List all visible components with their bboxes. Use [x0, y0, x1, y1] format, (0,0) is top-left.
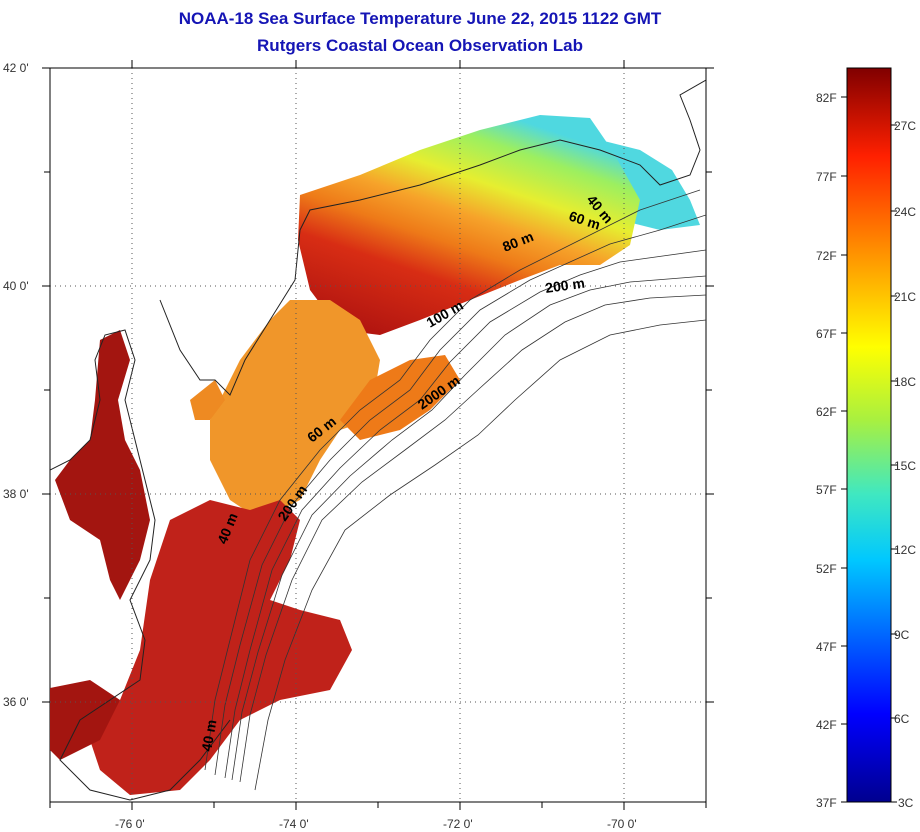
colorbar-f-label: 77F [816, 170, 837, 184]
contour-2000m [254, 319, 706, 791]
lat-label: 38 0' [3, 487, 29, 501]
lon-label: -72 0' [443, 817, 473, 831]
colorbar-f-label: 52F [816, 562, 837, 576]
coastline-north [159, 79, 706, 396]
colorbar-f-label: 57F [816, 483, 837, 497]
colorbar-ticks [841, 96, 897, 803]
pamlico-sound [50, 680, 120, 760]
contour-label: 40 m [198, 718, 219, 752]
colorbar-f-label: 47F [816, 640, 837, 654]
sst-imagery [50, 79, 706, 801]
coastline-south [50, 329, 231, 801]
map-title: NOAA-18 Sea Surface Temperature June 22,… [178, 9, 662, 28]
contour-80m [224, 249, 706, 779]
lat-label: 36 0' [3, 695, 29, 709]
colorbar [846, 67, 892, 803]
lat-label: 40 0' [3, 279, 29, 293]
axis-ticks [42, 60, 714, 810]
colorbar-c-label: 15C [894, 459, 916, 473]
contour-40m [204, 189, 701, 771]
contour-200m [239, 294, 706, 783]
colorbar-c-label: 27C [894, 119, 916, 133]
lon-label: -76 0' [115, 817, 145, 831]
colorbar-c-label: 9C [894, 628, 910, 642]
shelf-water [298, 115, 640, 335]
lat-label: 42 0' [3, 61, 29, 75]
colorbar-f-label: 67F [816, 327, 837, 341]
colorbar-f-label: 37F [816, 796, 837, 810]
colorbar-c-label: 18C [894, 375, 916, 389]
colorbar-f-label: 72F [816, 249, 837, 263]
colorbar-f-label: 42F [816, 718, 837, 732]
colorbar-f-label: 82F [816, 91, 837, 105]
southern-warm-water [90, 500, 352, 795]
colorbar-c-label: 6C [894, 712, 910, 726]
contour-100m [231, 275, 706, 781]
colorbar-f-label: 62F [816, 405, 837, 419]
chesapeake-bay [55, 330, 150, 600]
lon-label: -74 0' [279, 817, 309, 831]
mid-atlantic-shelf [210, 300, 380, 520]
contour-label: 200 m [544, 275, 586, 296]
contour-60m [214, 214, 706, 776]
colorbar-c-label: 3C [898, 796, 914, 810]
colorbar-c-label: 24C [894, 205, 916, 219]
lon-label: -70 0' [607, 817, 637, 831]
delaware-bay [190, 380, 225, 420]
map-subtitle: Rutgers Coastal Ocean Observation Lab [257, 36, 583, 55]
colorbar-c-label: 12C [894, 543, 916, 557]
colorbar-c-label: 21C [894, 290, 916, 304]
